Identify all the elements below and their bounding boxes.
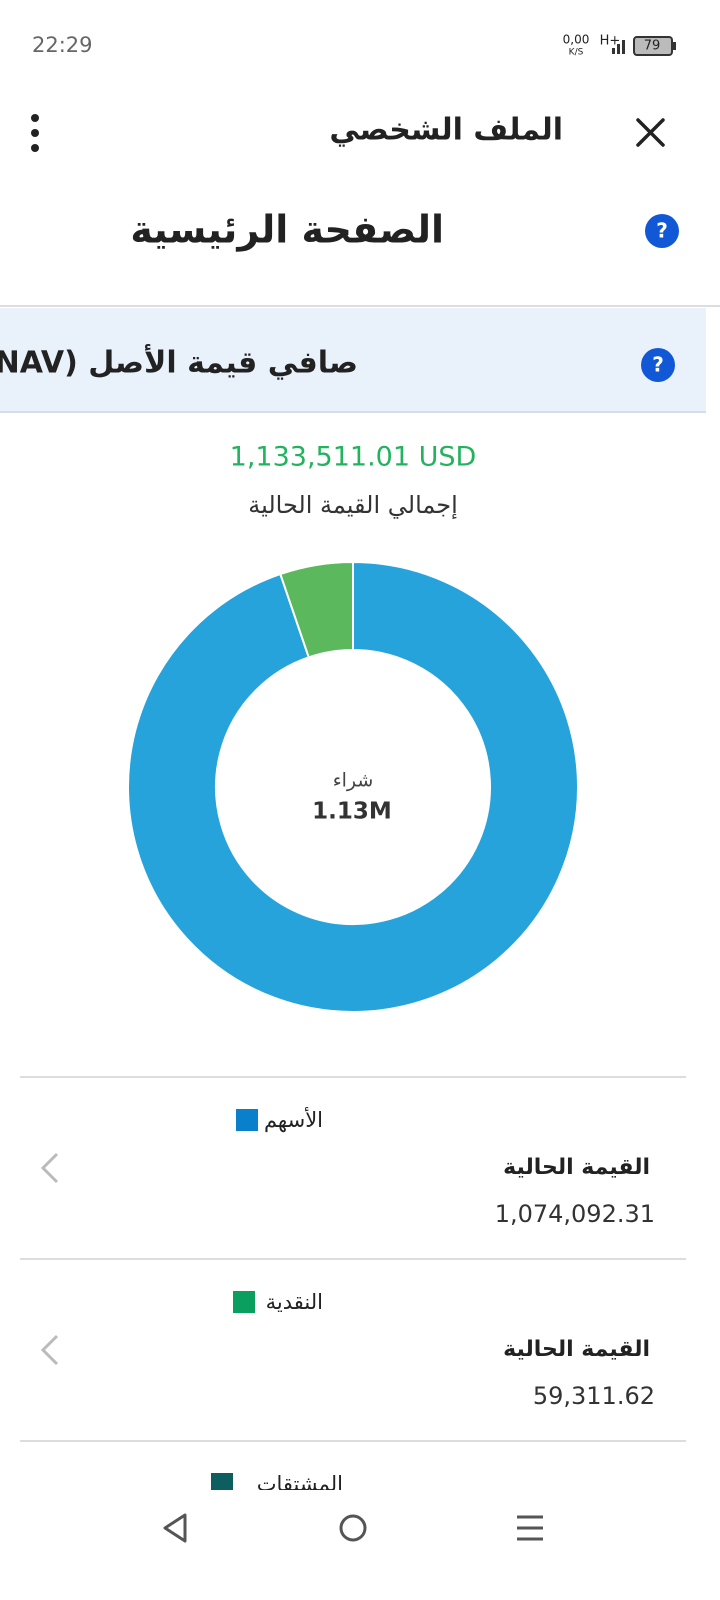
help-icon: ? [652,353,664,377]
donut-slice [127,560,579,1013]
header-title: الملف الشخصي [329,113,563,148]
nav-bar [0,1490,720,1600]
section-band [0,308,706,412]
holding-value: 59,311.62 [533,1382,655,1410]
battery-level: 79 [644,39,661,54]
recents-button[interactable] [517,1515,543,1541]
home-button[interactable] [339,1514,367,1542]
category-name: الأسهم [264,1107,323,1133]
donut-chart [127,560,579,1013]
close-button[interactable] [636,118,665,147]
battery-tip [673,42,676,50]
legend-swatch [236,1109,258,1131]
holding-value: 1,074,092.31 [495,1200,655,1228]
status-time: 22:29 [32,33,93,57]
holdings-list: الأسهم القيمة الحالية 1,074,092.31 النقدية ا… [20,1076,686,1496]
network-speed: 0,00 [563,33,590,47]
center-label: شراء [333,770,374,792]
network-type: H+ [600,34,621,49]
total-caption: إجمالي القيمة الحالية [248,491,458,520]
back-button[interactable] [163,1513,187,1543]
legend-swatch [233,1291,255,1313]
signal-icon [612,40,625,54]
speed-unit: K/S [569,48,584,58]
legend-swatch [211,1473,233,1495]
menu-button[interactable] [31,114,39,152]
page-title: الصفحة الرئيسية [130,208,444,252]
help-icon: ? [656,219,668,243]
total-value: 1,133,511.01 USD [230,442,477,473]
section-title: صافي قيمة الأصل (NAV) [0,344,358,381]
help-button[interactable] [641,348,675,382]
center-value: 1.13M [312,799,392,825]
expand-chevron[interactable] [40,1334,59,1366]
battery-icon [633,36,673,56]
expand-chevron[interactable] [40,1152,59,1184]
help-button[interactable] [645,214,679,248]
value-caption: القيمة الحالية [503,1337,650,1362]
donut-slice [279,560,354,659]
value-caption: القيمة الحالية [503,1155,650,1180]
category-name: النقدية [266,1290,323,1314]
